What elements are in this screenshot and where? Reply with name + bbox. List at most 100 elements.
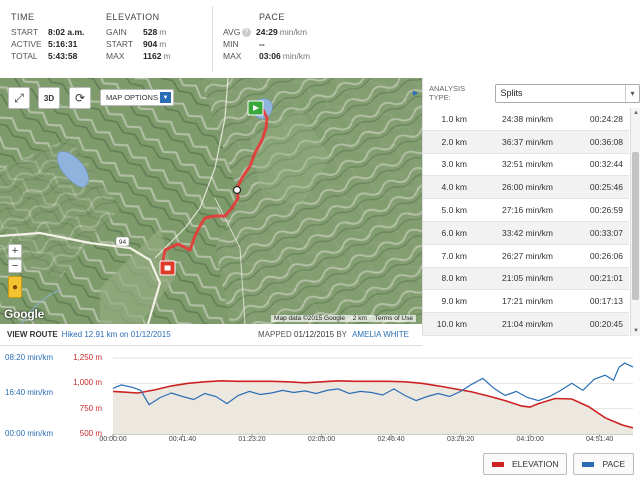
split-time: 00:20:45 xyxy=(589,319,623,330)
split-time: 00:21:01 xyxy=(589,273,623,284)
split-time: 00:36:08 xyxy=(589,136,623,147)
split-row[interactable]: 4.0 km 26:00 min/km 00:25:46 xyxy=(423,176,629,200)
elevation-line xyxy=(112,379,634,429)
elevation-stats: ELEVATION GAIN 528 m START 904 m MAX 1162 m xyxy=(106,12,171,62)
mapped-info: MAPPED 01/12/2015 BY AMELIA WHITE xyxy=(258,330,409,339)
lake-shape xyxy=(57,151,89,188)
pace-swatch xyxy=(582,461,595,467)
zoom-in-icon: + xyxy=(11,245,19,257)
split-pace: 33:42 min/km xyxy=(501,227,553,238)
stat-avg-pace: AVG? 24:29 min/km xyxy=(223,27,308,37)
split-row[interactable]: 10.0 km 21:04 min/km 00:20:45 xyxy=(423,313,629,336)
split-pace: 21:04 min/km xyxy=(501,319,553,330)
chevron-down-icon: ▼ xyxy=(160,92,171,103)
stats-divider xyxy=(212,6,213,72)
split-row[interactable]: 7.0 km 26:27 min/km 00:26:06 xyxy=(423,245,629,268)
map-options-button[interactable]: MAP OPTIONS ▼ xyxy=(100,89,174,106)
terms-link[interactable]: Terms of Use xyxy=(374,315,413,322)
stat-start-time: START 8:02 a.m. xyxy=(11,27,85,37)
split-row[interactable]: 2.0 km 36:37 min/km 00:36:08 xyxy=(423,130,629,154)
split-row[interactable]: 1.0 km 24:38 min/km 00:24:28 xyxy=(423,108,629,131)
rotate-button[interactable]: ⟳ xyxy=(69,87,91,109)
split-pace: 36:37 min/km xyxy=(501,136,553,147)
highway-road xyxy=(0,231,162,324)
splits-table[interactable]: 1.0 km 24:38 min/km 00:24:28 2.0 km 36:37 mi… xyxy=(423,108,629,336)
split-time: 00:26:59 xyxy=(589,205,623,216)
x-tick-label: 00:41:40 xyxy=(168,436,197,443)
splits-scrollbar[interactable]: ▲ ▼ xyxy=(630,108,640,336)
pegman-icon: ● xyxy=(11,281,19,293)
split-row[interactable]: 8.0 km 21:05 min/km 00:21:01 xyxy=(423,267,629,291)
x-tick-label: 01:23:20 xyxy=(238,436,266,443)
time-title: TIME xyxy=(11,12,35,22)
position-marker xyxy=(232,185,242,195)
elevation-swatch xyxy=(492,461,505,467)
split-time: 00:17:13 xyxy=(589,296,623,307)
split-pace: 26:27 min/km xyxy=(501,250,553,261)
time-stats: TIME START 8:02 a.m. ACTIVE 5:16:31 TOTAL 5… xyxy=(11,12,84,62)
pace-title: PACE xyxy=(259,12,285,22)
pace-tick-label: 16:40 min/km xyxy=(5,388,54,398)
hiked-link[interactable]: Hiked 12.91 km on 01/12/2015 xyxy=(61,330,171,339)
split-time: 00:26:06 xyxy=(589,250,623,261)
split-pace: 27:16 min/km xyxy=(501,205,553,216)
scroll-up-icon[interactable]: ▲ xyxy=(633,110,639,116)
route-path xyxy=(160,107,269,267)
split-pace: 26:00 min/km xyxy=(501,182,553,193)
x-tick-label: 02:05:00 xyxy=(307,436,336,443)
legend-pace-toggle[interactable]: PACE xyxy=(573,453,634,475)
stat-max-pace: MAX 03:06 min/km xyxy=(223,51,311,61)
split-distance: 4.0 km xyxy=(441,182,467,193)
stat-total-time: TOTAL 5:43:58 xyxy=(11,51,78,61)
chart-canvas xyxy=(112,357,634,437)
pace-tick-label: 08:20 min/km xyxy=(5,353,54,362)
split-row[interactable]: 9.0 km 17:21 min/km 00:17:13 xyxy=(423,290,629,314)
x-tick-label: 04:51:40 xyxy=(586,436,614,443)
fullscreen-button[interactable]: ⤢ xyxy=(8,87,30,109)
scrollbar-thumb[interactable] xyxy=(632,152,639,300)
google-logo: Google xyxy=(4,307,45,321)
elevation-pace-chart[interactable]: 1,250 m 1,000 m 750 m 500 m 08:20 min/km 16:4… xyxy=(0,346,640,450)
chart-legend: ELEVATION PACE xyxy=(483,453,634,475)
end-marker[interactable] xyxy=(159,260,176,276)
pace-stats: PACE AVG? 24:29 min/km MIN -- MAX 03:06 min/k… xyxy=(223,12,310,62)
terrain-map: 94 xyxy=(0,78,422,324)
x-tick-label: 03:28:20 xyxy=(446,436,475,443)
elevation-tick-label: 1,000 m xyxy=(73,378,102,388)
split-row[interactable]: 3.0 km 32:51 min/km 00:32:44 xyxy=(423,154,629,177)
split-distance: 6.0 km xyxy=(441,227,467,238)
help-icon[interactable]: ? xyxy=(242,28,251,37)
start-marker[interactable] xyxy=(247,100,264,116)
x-tick-label: 02:46:40 xyxy=(377,436,405,443)
zoom-in-button[interactable]: + xyxy=(8,244,22,258)
split-distance: 2.0 km xyxy=(441,136,467,147)
map-options-label: MAP OPTIONS xyxy=(106,93,158,102)
split-row[interactable]: 6.0 km 33:42 min/km 00:33:07 xyxy=(423,221,629,245)
split-time: 00:24:28 xyxy=(589,113,623,124)
author-link[interactable]: AMELIA WHITE xyxy=(352,330,409,339)
split-pace: 32:51 min/km xyxy=(501,159,553,170)
view-route-label: VIEW ROUTE xyxy=(7,330,58,339)
legend-elevation-toggle[interactable]: ELEVATION xyxy=(483,453,568,475)
fullscreen-icon: ⤢ xyxy=(14,90,24,105)
x-tick-label: 04:10:00 xyxy=(516,436,544,443)
3d-view-button[interactable]: 3D xyxy=(38,87,60,109)
route-map[interactable]: 94 ⤢ 3D ⟳ MAP OPTIONS ▼ + − ● Google Map… xyxy=(0,78,422,324)
analysis-type-select[interactable]: Splits ▾ xyxy=(494,83,640,103)
zoom-out-button[interactable]: − xyxy=(8,259,22,273)
chevron-down-icon: ▾ xyxy=(625,84,639,102)
analysis-type-label: ANALYSIS TYPE: xyxy=(429,84,466,102)
scroll-down-icon[interactable]: ▼ xyxy=(633,328,639,334)
split-row[interactable]: 5.0 km 27:16 min/km 00:26:59 xyxy=(423,199,629,222)
split-pace: 17:21 min/km xyxy=(501,296,553,307)
panel-toggle-icon[interactable]: ▶ xyxy=(413,90,419,97)
split-distance: 9.0 km xyxy=(441,296,467,307)
stats-header: TIME START 8:02 a.m. ACTIVE 5:16:31 TOTAL 5… xyxy=(0,0,640,78)
stat-start-elevation: START 904 m xyxy=(106,39,167,49)
split-distance: 10.0 km xyxy=(436,319,467,330)
elevation-area xyxy=(113,380,633,434)
split-distance: 5.0 km xyxy=(441,205,467,216)
map-scale: 2 km xyxy=(352,315,367,322)
stat-min-pace: MIN -- xyxy=(223,39,265,49)
street-view-pegman[interactable]: ● xyxy=(8,276,22,298)
